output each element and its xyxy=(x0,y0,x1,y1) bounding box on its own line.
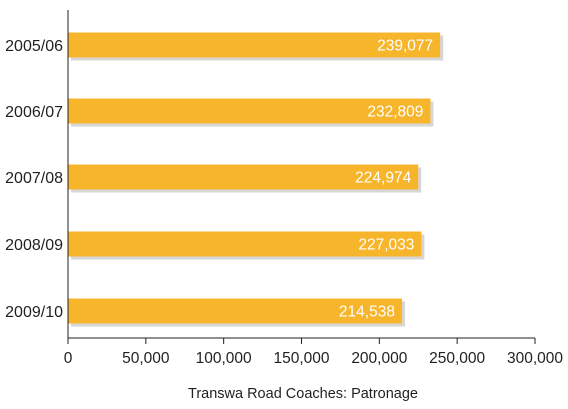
bar-group: 224,974 2007/08 xyxy=(5,164,422,193)
category-label: 2008/09 xyxy=(5,237,63,254)
bar-group: 227,033 2008/09 xyxy=(5,231,425,260)
x-axis-title: Transwa Road Coaches: Patronage xyxy=(188,386,418,402)
x-tick-label: 250,000 xyxy=(429,350,485,367)
category-label: 2005/06 xyxy=(5,38,63,55)
bar-value-label: 239,077 xyxy=(377,38,433,55)
bar xyxy=(68,298,402,324)
x-tick-label: 200,000 xyxy=(351,350,407,367)
x-tick-label: 150,000 xyxy=(273,350,329,367)
bar-value-label: 224,974 xyxy=(355,170,411,187)
bar-value-label: 227,033 xyxy=(358,237,414,254)
x-tick-label: 100,000 xyxy=(196,350,252,367)
axes: 0 50,000 100,000 150,000 200,000 250,000 300,0… xyxy=(64,10,563,367)
category-label: 2006/07 xyxy=(5,104,63,121)
bar-group: 232,809 2006/07 xyxy=(5,98,434,127)
bar-group: 214,538 2009/10 xyxy=(5,298,405,327)
x-tick-label: 50,000 xyxy=(122,350,170,367)
bar xyxy=(68,164,419,190)
bar xyxy=(68,231,422,257)
bar-value-label: 232,809 xyxy=(367,104,423,121)
bar xyxy=(68,32,441,58)
bars: 239,077 2005/06 232,809 2006/07 224,974 2007/… xyxy=(5,32,444,327)
x-tick-label: 300,000 xyxy=(507,350,563,367)
bar xyxy=(68,98,431,124)
category-label: 2007/08 xyxy=(5,170,63,187)
category-label: 2009/10 xyxy=(5,304,63,321)
bar-group: 239,077 2005/06 xyxy=(5,32,444,61)
x-tick-label: 0 xyxy=(64,350,73,367)
bar-value-label: 214,538 xyxy=(339,304,395,321)
